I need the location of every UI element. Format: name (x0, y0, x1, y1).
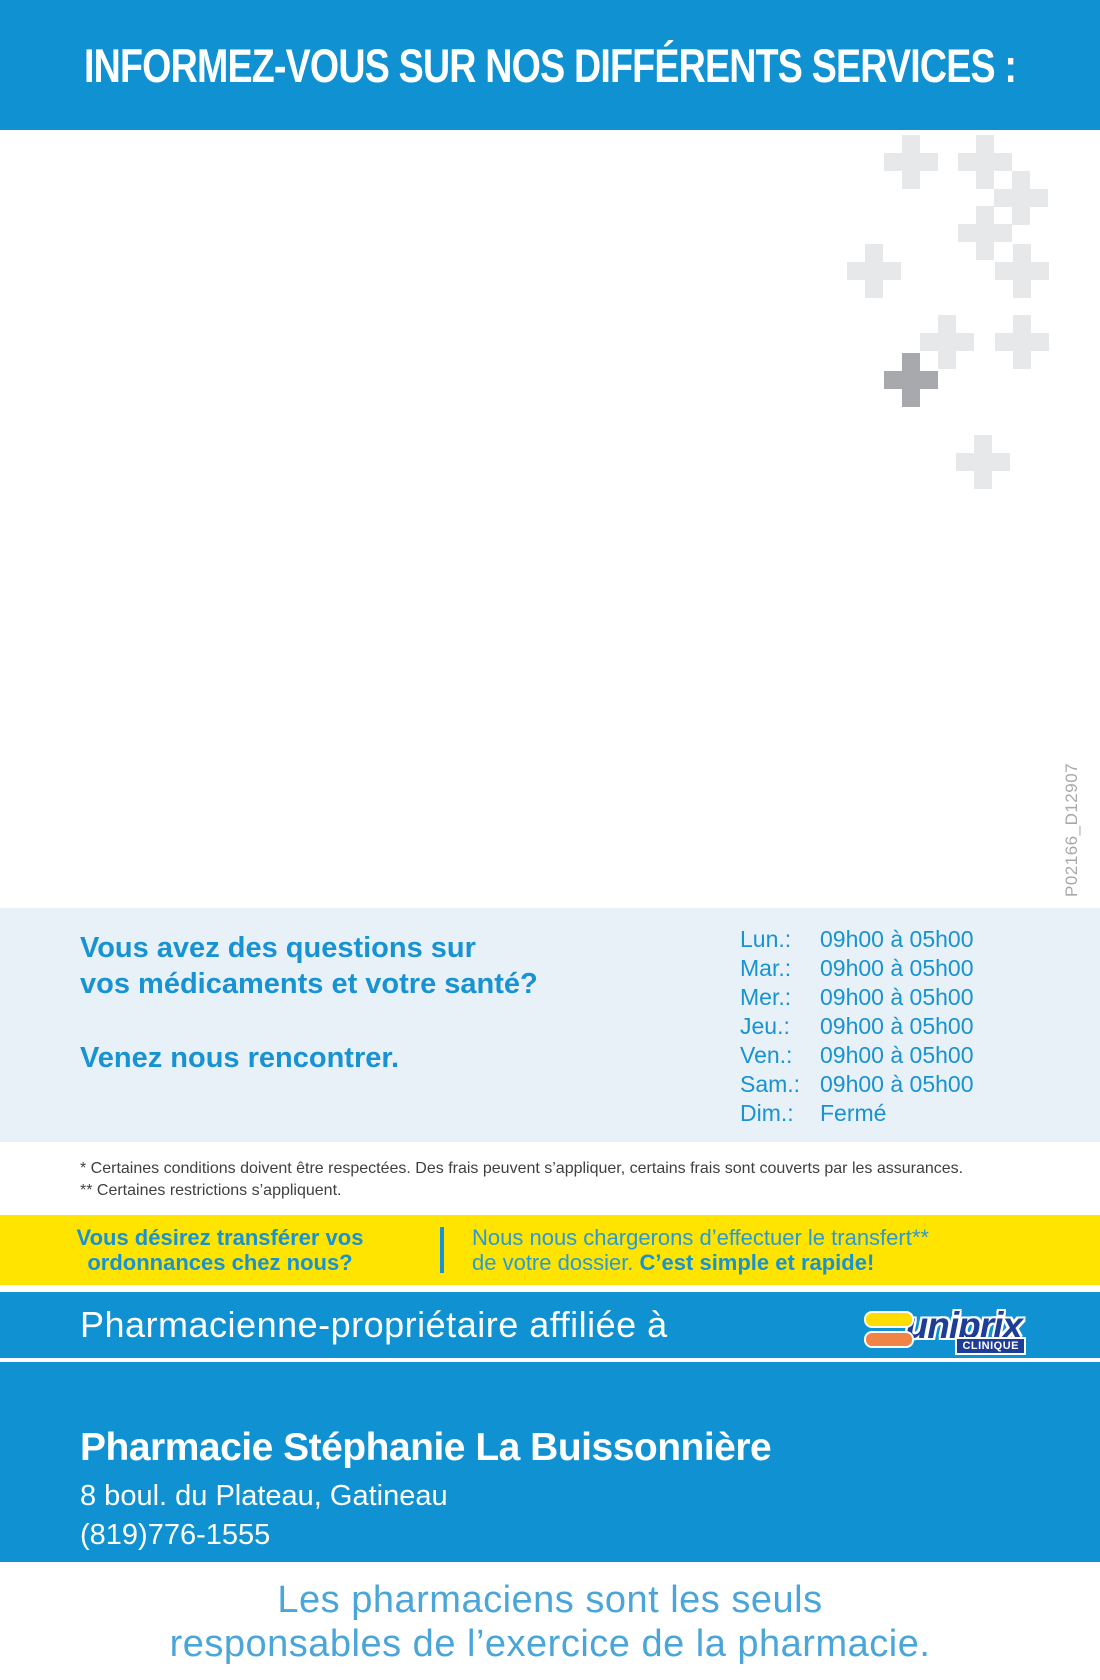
affiliation-banner: Pharmacienne-propriétaire affiliée à uni… (0, 1292, 1100, 1358)
hours-day: Mar.: (740, 955, 792, 981)
hours-time: 09h00 à 05h00 (820, 1042, 974, 1068)
transfer-banner: Vous désirez transférer vos ordonnances … (0, 1215, 1100, 1285)
hours-time: Fermé (820, 1100, 887, 1126)
vertical-divider (440, 1227, 444, 1273)
logo-bars-icon (863, 1311, 914, 1348)
question-line2: vos médicaments et votre santé? (80, 968, 538, 1000)
page-title: INFORMEZ-VOUS SUR NOS DIFFÉRENTS SERVICE… (84, 38, 1017, 92)
hours-day: Ven.: (740, 1042, 793, 1068)
hours-row: Lun.: 09h00 à 05h00 (740, 926, 974, 955)
info-section: Vous avez des questions sur vos médicame… (0, 908, 1100, 1142)
hours-time: 09h00 à 05h00 (820, 926, 974, 952)
hours-row: Dim.: Fermé (740, 1100, 974, 1129)
hours-row: Jeu.: 09h00 à 05h00 (740, 1013, 974, 1042)
transfer-question-line2: ordonnances chez nous? (87, 1250, 353, 1275)
hours-row: Sam.: 09h00 à 05h00 (740, 1071, 974, 1100)
disclaimer-section: * Certaines conditions doivent être resp… (0, 1142, 1100, 1215)
transfer-question-line1: Vous désirez transférer vos (76, 1225, 364, 1250)
transfer-answer-regular: de votre dossier. (472, 1250, 640, 1275)
transfer-answer-bold: C’est simple et rapide! (639, 1250, 875, 1275)
pharmacy-name: Pharmacie Stéphanie La Buissonnière (80, 1426, 772, 1469)
hours-row: Mer.: 09h00 à 05h00 (740, 984, 974, 1013)
plus-icon (958, 206, 1012, 260)
transfer-question: Vous désirez transférer vos ordonnances … (0, 1225, 440, 1275)
plus-icon (995, 244, 1049, 298)
hours-row: Ven.: 09h00 à 05h00 (740, 1042, 974, 1071)
plus-icon (994, 171, 1048, 225)
plus-icon (958, 135, 1012, 189)
question-line1: Vous avez des questions sur (80, 932, 476, 964)
affiliation-label: Pharmacienne-propriétaire affiliée à (80, 1304, 668, 1345)
logo-clinique-tag: CLINIQUE (955, 1337, 1026, 1355)
plus-icon (956, 435, 1010, 489)
plus-icon (995, 315, 1049, 369)
product-code: P02166_D12907 (1062, 762, 1081, 897)
pharmacy-address: 8 boul. du Plateau, Gatineau (80, 1480, 448, 1512)
plus-icon (884, 135, 938, 189)
hours-day: Dim.: (740, 1100, 794, 1126)
divider-line (0, 1358, 1100, 1362)
hours-day: Jeu.: (740, 1013, 790, 1039)
plus-icon-dark (884, 353, 938, 407)
footer-line2: responsables de l’exercice de la pharmac… (169, 1623, 931, 1665)
header-banner: INFORMEZ-VOUS SUR NOS DIFFÉRENTS SERVICE… (0, 0, 1100, 130)
hours-row: Mar.: 09h00 à 05h00 (740, 955, 974, 984)
intro-text-block: Vous avez des questions sur vos médicame… (80, 930, 538, 1076)
hours-time: 09h00 à 05h00 (820, 955, 974, 981)
hours-day: Sam.: (740, 1071, 801, 1097)
cta-line: Venez nous rencontrer. (80, 1042, 400, 1074)
footer-notice: Les pharmaciens sont les seuls responsab… (0, 1562, 1100, 1680)
hours-day: Lun.: (740, 926, 792, 952)
hours-day: Mer.: (740, 984, 792, 1010)
disclaimer-line2: ** Certaines restrictions s’appliquent. (80, 1182, 342, 1199)
transfer-answer-line2: de votre dossier. C’est simple et rapide… (472, 1250, 929, 1275)
hours-time: 09h00 à 05h00 (820, 1013, 974, 1039)
plus-icon (920, 315, 974, 369)
hours-time: 09h00 à 05h00 (820, 1071, 974, 1097)
transfer-answer: Nous nous chargerons d’effectuer le tran… (444, 1225, 929, 1275)
pharmacy-phone: (819)776-1555 (80, 1519, 271, 1551)
logo-orange-bar (863, 1331, 914, 1348)
pharmacy-section: Pharmacie Stéphanie La Buissonnière 8 bo… (0, 1362, 1100, 1562)
opening-hours-table: Lun.: 09h00 à 05h00 Mar.: 09h00 à 05h00 Me… (740, 926, 974, 1129)
plus-icon (847, 244, 901, 298)
logo-yellow-bar (863, 1311, 914, 1328)
hours-time: 09h00 à 05h00 (820, 984, 974, 1010)
footer-line1: Les pharmaciens sont les seuls (277, 1579, 823, 1621)
uniprix-logo: uniprix CLINIQUE (863, 1305, 1026, 1355)
transfer-answer-line1: Nous nous chargerons d’effectuer le tran… (472, 1225, 929, 1250)
disclaimer-line1: * Certaines conditions doivent être resp… (80, 1160, 964, 1177)
